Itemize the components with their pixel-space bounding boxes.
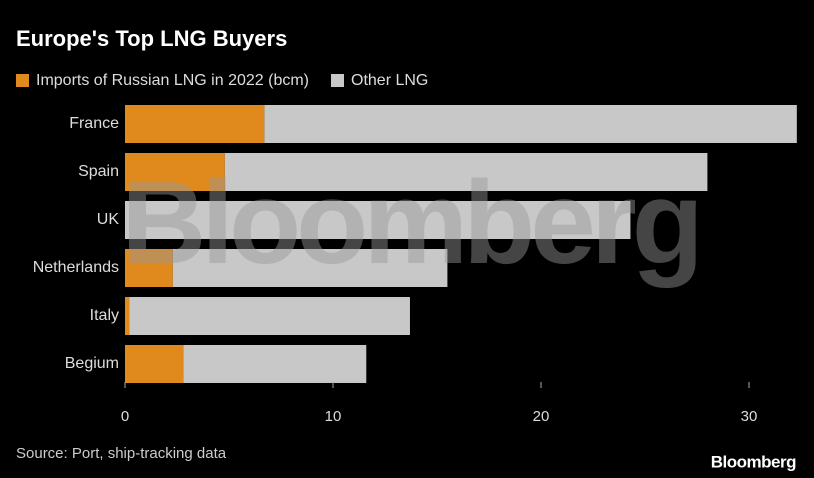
x-tick-label: 10	[325, 408, 342, 425]
legend-swatch	[16, 74, 29, 87]
bar	[264, 105, 797, 143]
watermark: Bloomberg	[121, 157, 699, 289]
bar	[125, 297, 130, 335]
bar	[125, 105, 265, 143]
legend-swatch	[331, 74, 344, 87]
legend-label: Other LNG	[351, 72, 428, 89]
legend-label: Imports of Russian LNG in 2022 (bcm)	[36, 72, 309, 89]
x-tick-label: 30	[741, 408, 758, 425]
y-tick-label: UK	[97, 211, 120, 228]
logo: Bloomberg	[711, 452, 796, 471]
y-tick-label: Italy	[90, 307, 119, 324]
y-tick-label: Begium	[65, 355, 119, 372]
bar	[183, 345, 367, 383]
y-tick-label: Netherlands	[33, 259, 119, 276]
bar	[172, 249, 448, 287]
bar	[129, 297, 410, 335]
bar	[125, 201, 631, 239]
bar	[125, 345, 184, 383]
bar	[125, 153, 225, 191]
bar	[125, 249, 173, 287]
x-tick-label: 20	[533, 408, 550, 425]
source: Source: Port, ship-tracking data	[16, 445, 227, 462]
y-tick-label: France	[69, 115, 119, 132]
chart-title: Europe's Top LNG Buyers	[16, 26, 287, 51]
x-tick-label: 0	[121, 408, 129, 425]
bar	[224, 153, 708, 191]
y-tick-label: Spain	[78, 163, 119, 180]
